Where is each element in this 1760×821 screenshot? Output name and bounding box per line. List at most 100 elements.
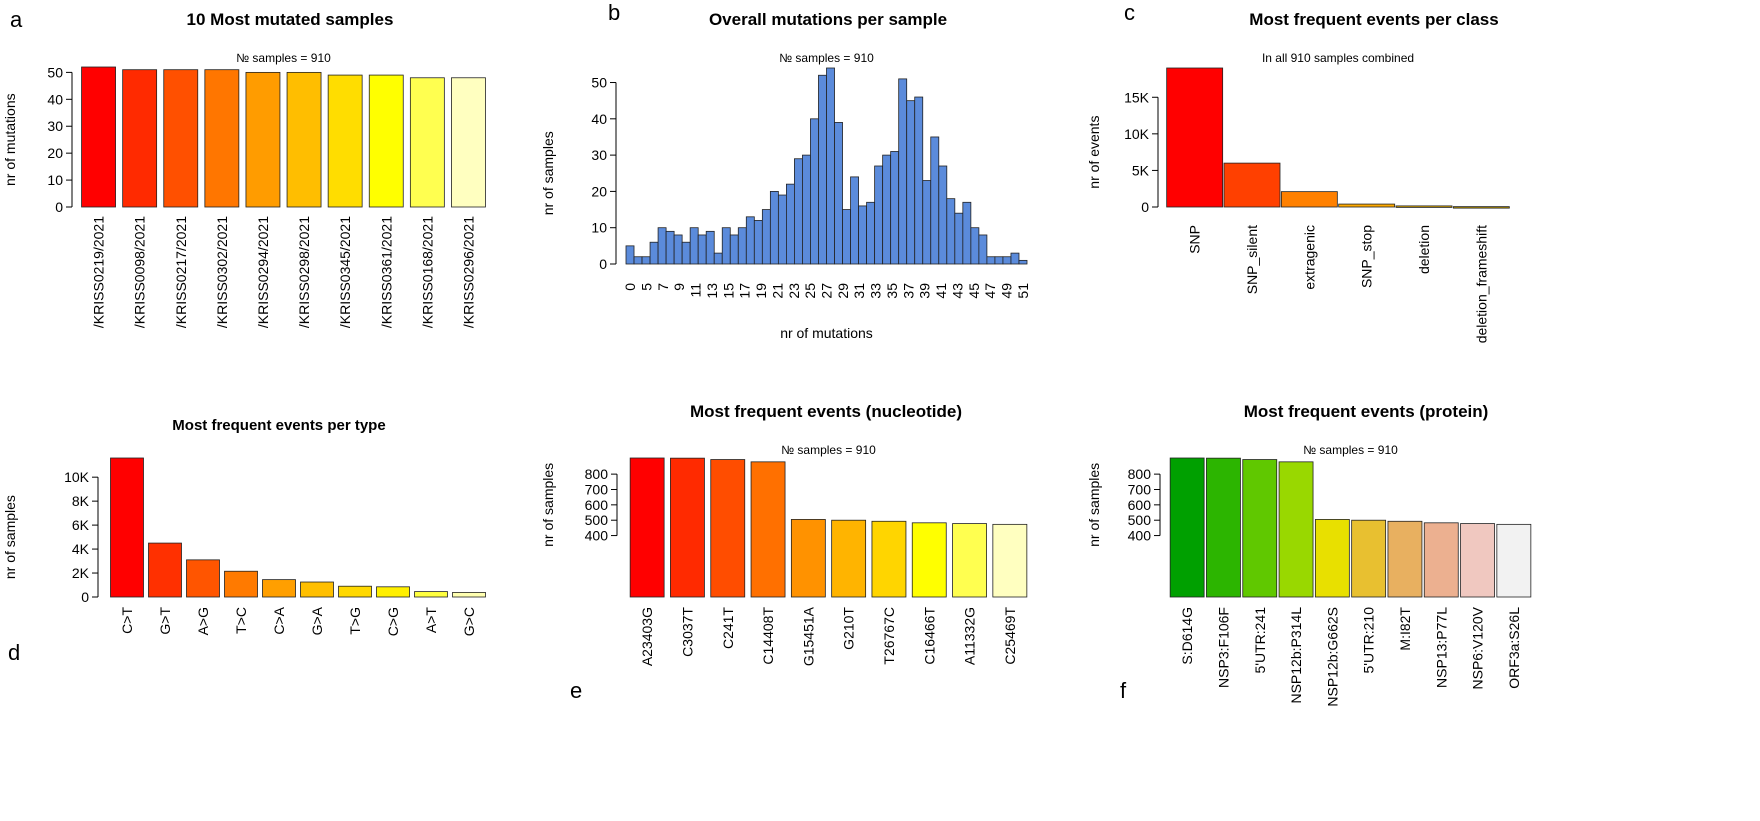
bar-3 <box>710 459 746 598</box>
panel-e: e Most frequent events (nucleotide) № samp… <box>540 402 1028 703</box>
x-tick-label: 49 <box>999 283 1015 299</box>
chart-subtitle: № samples = 910 <box>1303 443 1398 457</box>
x-category-label: C25469T <box>1002 607 1018 665</box>
bar-5 <box>790 519 826 598</box>
x-category-label: /KRISS0361/2021 <box>378 216 394 328</box>
histogram-bar <box>946 198 956 265</box>
panel-a: a 10 Most mutated samples № samples = 910 0… <box>2 7 486 328</box>
x-category-label: G>T <box>157 607 173 635</box>
bar-9 <box>952 523 987 598</box>
chart-subtitle: № samples = 910 <box>781 443 876 457</box>
bar-10 <box>1496 523 1532 598</box>
y-tick-label: 5K <box>1132 162 1150 178</box>
y-tick-label: 0 <box>55 199 63 215</box>
x-category-label: NSP13:P77L <box>1433 607 1449 688</box>
x-category-label: M:I82T <box>1397 607 1413 651</box>
bar-1 <box>1166 67 1224 208</box>
x-tick-label: 37 <box>900 283 916 299</box>
x-tick-label: 45 <box>966 283 982 299</box>
histogram-bar <box>1010 252 1020 265</box>
y-tick-label: 0 <box>1141 199 1149 215</box>
panel-letter: b <box>608 0 620 25</box>
histogram-bar <box>761 209 771 265</box>
x-tick-label: 0 <box>622 283 638 291</box>
y-axis-label: nr of mutations <box>2 93 18 186</box>
x-category-label: /KRISS0294/2021 <box>255 216 271 328</box>
x-category-label: /KRISS0217/2021 <box>173 216 189 328</box>
y-tick-label: 30 <box>47 118 63 134</box>
histogram-bar <box>681 241 691 265</box>
histogram-bar <box>1018 259 1028 265</box>
x-tick-label: 7 <box>655 283 671 291</box>
x-tick-label: 5 <box>638 283 654 291</box>
panel-letter: a <box>10 7 23 32</box>
y-tick-label: 600 <box>1128 497 1152 513</box>
bar-1 <box>1169 457 1205 598</box>
panel-b: b Overall mutations per sample № samples =… <box>540 0 1031 341</box>
bar-3 <box>163 69 199 208</box>
bar-8 <box>1423 522 1459 598</box>
x-axis-label: nr of mutations <box>780 325 873 341</box>
y-tick-label: 10K <box>1124 126 1150 142</box>
bar-5 <box>1395 205 1453 208</box>
bar-1 <box>81 66 116 208</box>
x-category-label: C>G <box>385 607 401 636</box>
bar-3 <box>1280 191 1338 208</box>
bar-1 <box>629 457 665 598</box>
histogram-bar <box>641 256 651 265</box>
y-tick-label: 10K <box>64 469 90 485</box>
bar-6 <box>1452 206 1510 209</box>
chart-title: Most frequent events per type <box>172 417 385 434</box>
x-category-label: C241T <box>720 607 736 649</box>
y-tick-label: 6K <box>72 517 90 533</box>
y-tick-label: 15K <box>1124 89 1150 105</box>
bar-2 <box>122 69 158 208</box>
x-category-label: G15451A <box>800 606 816 666</box>
x-category-label: A>T <box>423 607 439 634</box>
panel-letter: c <box>1124 0 1135 25</box>
bar-8 <box>911 522 947 598</box>
histogram-bar <box>697 234 707 265</box>
histogram-bar <box>890 151 900 265</box>
x-category-label: /KRISS0302/2021 <box>214 216 230 328</box>
x-category-label: C>A <box>271 606 287 634</box>
y-tick-label: 50 <box>591 75 607 91</box>
panel-letter: e <box>570 678 582 703</box>
x-tick-label: 29 <box>835 283 851 299</box>
bar-6 <box>286 71 322 208</box>
y-axis-label: nr of samples <box>2 495 18 579</box>
y-tick-label: 800 <box>1128 466 1152 482</box>
chart-title: Most frequent events (nucleotide) <box>690 402 962 421</box>
y-tick-label: 50 <box>47 64 63 80</box>
histogram-bar <box>1002 256 1012 265</box>
histogram-bar <box>954 212 964 265</box>
x-category-label: /KRISS0098/2021 <box>132 216 148 328</box>
x-category-label: C16466T <box>921 607 937 665</box>
histogram-bar <box>802 154 811 265</box>
bar-9 <box>409 77 445 208</box>
histogram-bar <box>673 234 683 265</box>
histogram-bar <box>938 165 948 265</box>
histogram-bar <box>721 227 731 265</box>
x-category-label: SNP <box>1187 225 1203 254</box>
bar-4 <box>224 570 258 598</box>
bar-4 <box>1338 203 1396 208</box>
x-category-label: extragenic <box>1301 225 1317 290</box>
bar-4 <box>204 69 240 208</box>
bar-10 <box>992 523 1028 598</box>
histogram-bar <box>737 227 747 265</box>
x-category-label: 5'UTR:241 <box>1252 607 1268 674</box>
x-category-label: /KRISS0168/2021 <box>419 216 435 328</box>
x-tick-label: 31 <box>851 283 867 299</box>
x-category-label: ORF3a:S26L <box>1506 607 1522 689</box>
x-category-label: G>C <box>461 607 477 636</box>
bar-10 <box>452 592 486 598</box>
histogram-bar <box>874 165 884 265</box>
histogram-bar <box>826 67 835 265</box>
bar-6 <box>300 581 334 598</box>
x-category-label: /KRISS0298/2021 <box>296 216 312 328</box>
bar-2 <box>1223 162 1281 208</box>
x-tick-label: 17 <box>737 283 753 299</box>
histogram-bar <box>745 216 755 265</box>
